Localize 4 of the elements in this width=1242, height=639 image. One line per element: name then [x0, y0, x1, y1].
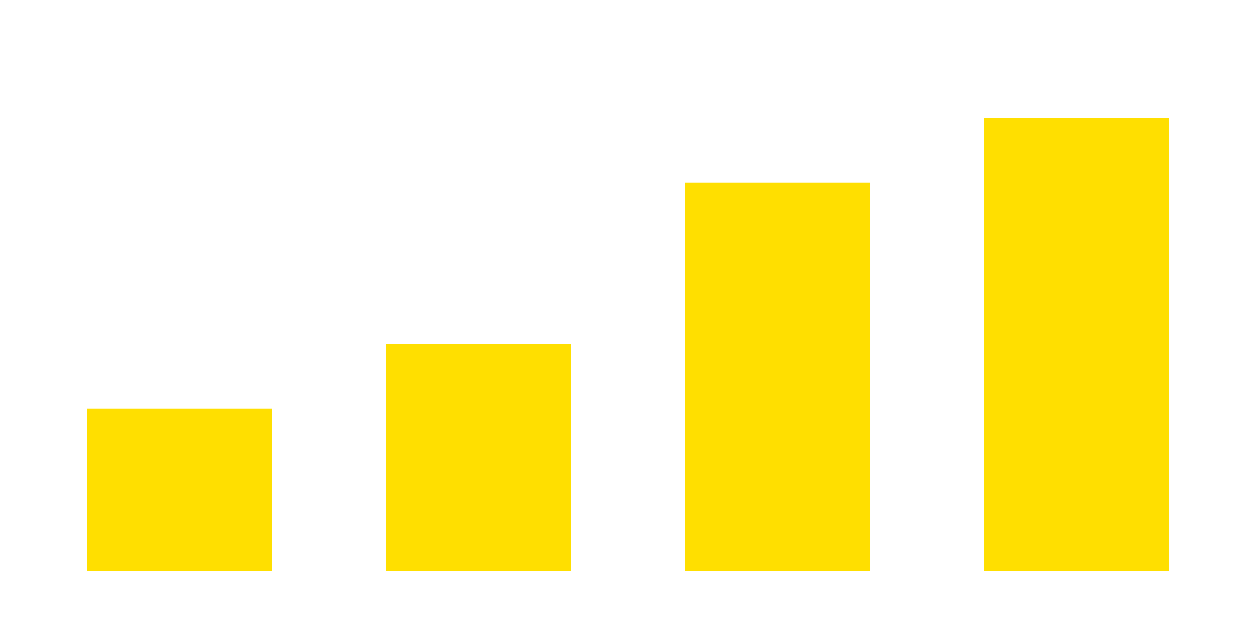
bar	[386, 344, 571, 572]
bar	[87, 408, 272, 572]
bar	[984, 118, 1170, 572]
bar	[685, 182, 871, 572]
